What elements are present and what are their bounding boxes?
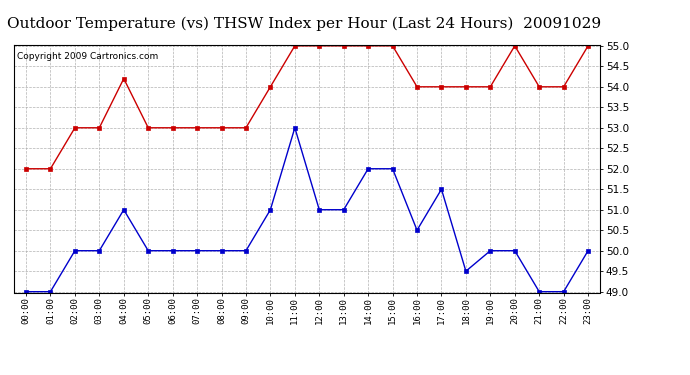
Text: Outdoor Temperature (vs) THSW Index per Hour (Last 24 Hours)  20091029: Outdoor Temperature (vs) THSW Index per …	[6, 17, 601, 31]
Text: Copyright 2009 Cartronics.com: Copyright 2009 Cartronics.com	[17, 53, 158, 62]
